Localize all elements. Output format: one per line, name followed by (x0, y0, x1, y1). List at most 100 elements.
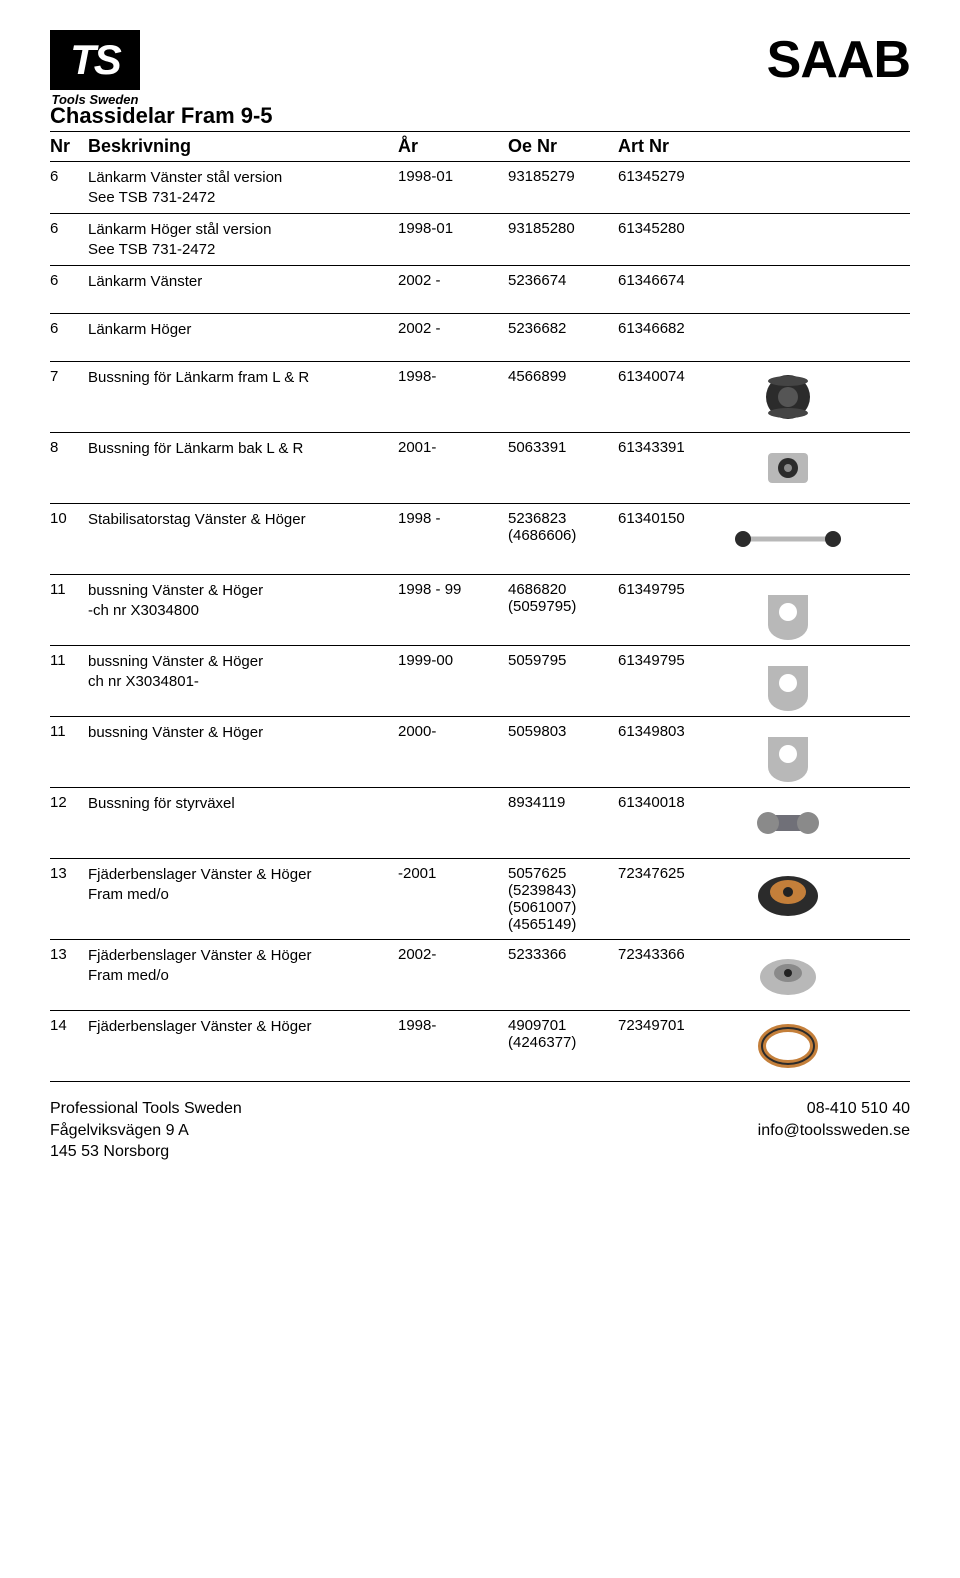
table-row: 13Fjäderbenslager Vänster & HögerFram me… (50, 940, 910, 1011)
cell-oe: 4686820(5059795) (508, 581, 618, 615)
cell-desc: Fjäderbenslager Vänster & HögerFram med/… (88, 946, 398, 985)
cell-oe: 4909701(4246377) (508, 1017, 618, 1051)
product-icon (728, 794, 848, 852)
cell-image (728, 865, 910, 923)
cell-art: 61349795 (618, 652, 728, 669)
desc-main: Länkarm Vänster stål version (88, 168, 398, 188)
cell-desc: bussning Vänster & Höger (88, 723, 398, 743)
oe-main: 5236682 (508, 320, 618, 337)
cell-nr: 8 (50, 439, 88, 456)
cell-desc: Länkarm Höger stål versionSee TSB 731-24… (88, 220, 398, 259)
cell-year: 1998-01 (398, 168, 508, 185)
cell-desc: Länkarm Vänster (88, 272, 398, 292)
cell-desc: Länkarm Höger (88, 320, 398, 340)
cell-oe: 5063391 (508, 439, 618, 456)
cell-oe: 5059795 (508, 652, 618, 669)
oe-main: 93185280 (508, 220, 618, 237)
cell-art: 72343366 (618, 946, 728, 963)
desc-main: Fjäderbenslager Vänster & Höger (88, 946, 398, 966)
cell-art: 61346674 (618, 272, 728, 289)
cell-art: 61340018 (618, 794, 728, 811)
cell-nr: 13 (50, 946, 88, 963)
cell-art: 61346682 (618, 320, 728, 337)
desc-main: bussning Vänster & Höger (88, 652, 398, 672)
desc-main: bussning Vänster & Höger (88, 581, 398, 601)
desc-main: Bussning för Länkarm bak L & R (88, 439, 398, 459)
oe-main: 5059803 (508, 723, 618, 740)
cell-nr: 7 (50, 368, 88, 385)
cell-oe: 5236674 (508, 272, 618, 289)
cell-art: 61349803 (618, 723, 728, 740)
oe-main: 5233366 (508, 946, 618, 963)
cell-year: 1998- (398, 1017, 508, 1034)
oe-main: 5063391 (508, 439, 618, 456)
cell-art: 61345280 (618, 220, 728, 237)
table-row: 12Bussning för styrväxel893411961340018 (50, 788, 910, 859)
oe-alt: (4686606) (508, 527, 618, 544)
cell-image (728, 1017, 910, 1075)
oe-alt: (4246377) (508, 1034, 618, 1051)
table-row: 6Länkarm Höger2002 -523668261346682 (50, 314, 910, 362)
cell-art: 61340150 (618, 510, 728, 527)
cell-desc: bussning Vänster & Höger-ch nr X3034800 (88, 581, 398, 620)
cell-year: 1999-00 (398, 652, 508, 669)
table-row: 8Bussning för Länkarm bak L & R2001-5063… (50, 433, 910, 504)
cell-nr: 11 (50, 652, 88, 669)
table-row: 14Fjäderbenslager Vänster & Höger1998-49… (50, 1011, 910, 1082)
cell-oe: 4566899 (508, 368, 618, 385)
cell-nr: 12 (50, 794, 88, 811)
cell-desc: Fjäderbenslager Vänster & HögerFram med/… (88, 865, 398, 904)
desc-sub: See TSB 731-2472 (88, 188, 398, 208)
desc-main: Bussning för Länkarm fram L & R (88, 368, 398, 388)
page-title: Chassidelar Fram 9-5 (50, 103, 273, 129)
oe-main: 8934119 (508, 794, 618, 811)
oe-main: 5236823 (508, 510, 618, 527)
oe-main: 5057625 (508, 865, 618, 882)
cell-nr: 10 (50, 510, 88, 527)
cell-year: 2002- (398, 946, 508, 963)
oe-alt: (4565149) (508, 916, 618, 933)
cell-oe: 93185279 (508, 168, 618, 185)
product-icon (728, 368, 848, 426)
cell-image (728, 946, 910, 1004)
cell-year: 2002 - (398, 272, 508, 289)
cell-image (728, 652, 910, 710)
table-row: 6Länkarm Vänster2002 -523667461346674 (50, 266, 910, 314)
cell-image (728, 581, 910, 639)
col-header-year: År (398, 136, 508, 157)
cell-oe: 5236682 (508, 320, 618, 337)
cell-year: -2001 (398, 865, 508, 882)
cell-art: 61345279 (618, 168, 728, 185)
cell-nr: 11 (50, 723, 88, 740)
cell-image (728, 794, 910, 852)
cell-art: 61349795 (618, 581, 728, 598)
table-row: 10Stabilisatorstag Vänster & Höger1998 -… (50, 504, 910, 575)
cell-nr: 14 (50, 1017, 88, 1034)
oe-main: 5059795 (508, 652, 618, 669)
cell-oe: 5057625(5239843)(5061007)(4565149) (508, 865, 618, 933)
cell-desc: Fjäderbenslager Vänster & Höger (88, 1017, 398, 1037)
logo: TS Tools Sweden (50, 30, 140, 107)
cell-oe: 5233366 (508, 946, 618, 963)
footer-email: info@toolssweden.se (758, 1120, 910, 1142)
cell-image (728, 723, 910, 781)
table-row: 11 bussning Vänster & Högerch nr X303480… (50, 646, 910, 717)
col-header-art: Art Nr (618, 136, 728, 157)
table-body: 6 Länkarm Vänster stål versionSee TSB 731… (50, 162, 910, 1082)
cell-nr: 11 (50, 581, 88, 598)
cell-image (728, 510, 910, 568)
cell-desc: bussning Vänster & Högerch nr X3034801- (88, 652, 398, 691)
oe-main: 4686820 (508, 581, 618, 598)
table-row: 7Bussning för Länkarm fram L & R1998-456… (50, 362, 910, 433)
desc-main: Fjäderbenslager Vänster & Höger (88, 865, 398, 885)
cell-nr: 6 (50, 320, 88, 337)
cell-year: 1998- (398, 368, 508, 385)
cell-art: 72347625 (618, 865, 728, 882)
table-row: 6Länkarm Höger stål versionSee TSB 731-2… (50, 214, 910, 266)
brand-label: SAAB (767, 30, 910, 90)
product-icon (728, 1017, 848, 1075)
product-icon (728, 865, 848, 923)
desc-main: Fjäderbenslager Vänster & Höger (88, 1017, 398, 1037)
oe-alt: (5239843) (508, 882, 618, 899)
table-row: 13Fjäderbenslager Vänster & HögerFram me… (50, 859, 910, 940)
